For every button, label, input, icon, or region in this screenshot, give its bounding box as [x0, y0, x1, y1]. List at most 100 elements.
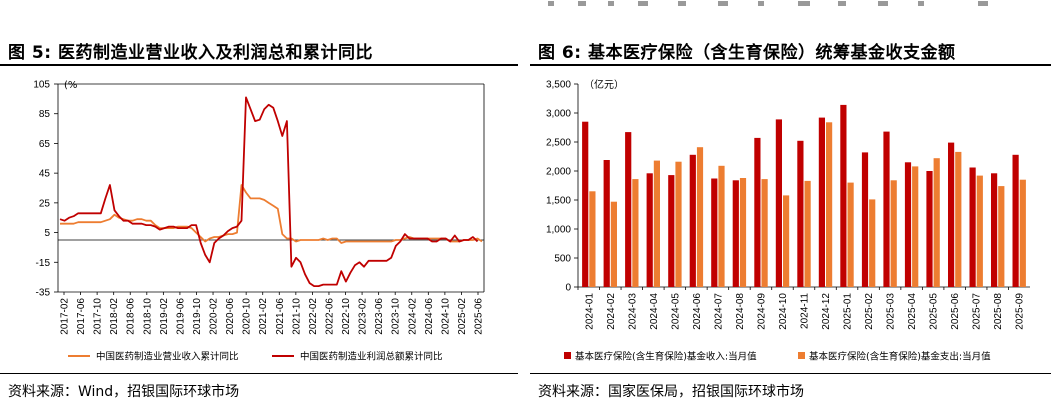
cropped-text-residue: [538, 0, 1018, 6]
expenditure-bar: [976, 175, 983, 287]
income-bar: [754, 137, 761, 287]
left-y-tick-label: 85: [39, 109, 51, 120]
expenditure-bar: [610, 201, 617, 287]
expenditure-bar: [739, 178, 747, 287]
left-x-tick-label: 2022-02: [308, 298, 319, 335]
left-x-tick-label: 2020-10: [242, 298, 253, 335]
income-bar: [689, 154, 696, 287]
left-x-tick-label: 2020-02: [209, 298, 220, 335]
right-x-tick-label: 2024-09: [756, 293, 767, 330]
right-x-tick-label: 2025-05: [929, 293, 940, 330]
left-unit-label: (%: [64, 80, 77, 91]
right-x-tick-label: 2024-07: [713, 293, 724, 330]
left-legend-label: 中国医药制造业营业收入累计同比: [96, 351, 239, 363]
right-source-note: 资料来源：国家医保局，招银国际环球市场: [538, 384, 804, 400]
left-title-rule: [0, 64, 518, 66]
right-y-tick-label: 1,500: [546, 196, 571, 207]
left-x-tick-label: 2025-02: [457, 298, 468, 335]
income-bar: [991, 173, 998, 287]
left-figure-title: 图 5: 医药制造业营业收入及利润总和累计同比: [8, 43, 373, 63]
expenditure-bar: [912, 166, 919, 287]
income-bar: [775, 119, 782, 288]
right-x-tick-label: 2024-11: [800, 293, 811, 329]
right-legend-label: 基本医疗保险(含生育保险)基金收入:当月值: [575, 351, 757, 363]
right-x-tick-label: 2024-02: [606, 293, 617, 330]
left-x-tick-label: 2024-02: [407, 298, 418, 335]
right-x-tick-label: 2025-08: [993, 293, 1004, 330]
left-y-tick-label: 65: [39, 139, 51, 150]
right-unit-label: （亿元）: [584, 78, 624, 91]
right-y-tick-label: 2,000: [546, 167, 571, 178]
right-x-tick-label: 2025-01: [843, 293, 854, 330]
income-bar: [646, 173, 653, 287]
right-y-tick-label: 0: [565, 283, 571, 294]
right-x-tick-label: 2024-12: [821, 293, 832, 330]
expenditure-bar: [998, 186, 1005, 287]
right-legend-label: 基本医疗保险(含生育保险)基金支出:当月值: [809, 351, 991, 363]
left-x-tick-label: 2017-02: [60, 298, 71, 335]
expenditure-bar: [1019, 179, 1026, 287]
left-x-tick-label: 2025-06: [474, 298, 485, 335]
right-x-tick-label: 2024-01: [584, 293, 595, 330]
income-bar: [904, 162, 912, 287]
left-y-tick-label: -35: [36, 288, 51, 299]
income-bar: [883, 131, 890, 287]
income-bar: [797, 140, 804, 287]
income-bar: [840, 104, 847, 288]
right-y-tick-label: 3,000: [546, 109, 571, 120]
right-figure-title: 图 6: 基本医疗保险（含生育保险）统筹基金收支金额: [538, 43, 956, 63]
profit-growth-line: [59, 96, 479, 288]
right-x-tick-label: 2024-05: [670, 293, 681, 330]
left-source-note: 资料来源：Wind，招银国际环球市场: [8, 384, 240, 400]
income-bar: [1012, 154, 1019, 287]
income-bar: [861, 152, 869, 287]
right-y-tick-label: 3,500: [546, 80, 571, 91]
left-x-tick-label: 2018-10: [142, 298, 153, 335]
left-x-tick-label: 2019-02: [159, 298, 170, 335]
expenditure-bar: [632, 179, 639, 287]
expenditure-bar: [933, 158, 940, 287]
expenditure-bar: [653, 160, 660, 287]
right-bar-chart: 0 500 1,000 1,500 2,000 2,500 3,000 3,500 （亿元） 20…: [546, 78, 1030, 363]
left-x-tick-label: 2020-06: [225, 298, 236, 335]
income-bar: [603, 160, 610, 287]
left-x-tick-label: 2023-06: [374, 298, 385, 335]
expenditure-bar: [955, 151, 962, 287]
income-bar: [668, 175, 675, 287]
expenditure-bar: [675, 161, 682, 287]
right-legend-swatch: [564, 352, 571, 359]
left-x-tick-label: 2017-10: [93, 298, 104, 335]
left-x-tick-label: 2022-06: [324, 298, 335, 335]
right-x-tick-label: 2024-06: [692, 293, 703, 330]
left-x-tick-label: 2021-10: [291, 298, 302, 335]
right-x-tick-label: 2025-09: [1015, 293, 1026, 330]
right-x-tick-label: 2025-02: [864, 293, 875, 330]
left-x-tick-label: 2019-06: [175, 298, 186, 335]
left-x-tick-label: 2018-02: [109, 298, 120, 335]
income-bar: [818, 117, 825, 287]
income-bar: [582, 121, 589, 287]
left-legend-label: 中国医药制造业利润总额累计同比: [300, 351, 443, 363]
income-bar: [948, 142, 955, 287]
expenditure-bar: [761, 179, 768, 287]
left-chart-panel: 图 5: 医药制造业营业收入及利润总和累计同比 105 85 65 45 25 5 -15 -…: [0, 0, 522, 408]
right-x-tick-label: 2024-08: [735, 293, 746, 330]
right-x-tick-label: 2025-04: [907, 293, 918, 330]
left-x-tick-label: 2021-02: [258, 298, 269, 335]
right-y-tick-label: 500: [554, 254, 571, 265]
right-chart-panel: 图 6: 基本医疗保险（含生育保险）统筹基金收支金额 0 500 1,000 1,50…: [530, 0, 1055, 408]
expenditure-bar: [826, 122, 833, 287]
left-x-tick-label: 2023-02: [358, 298, 369, 335]
left-y-tick-label: 45: [39, 169, 51, 180]
left-x-tick-label: 2017-06: [76, 298, 87, 335]
right-y-tick-label: 2,500: [546, 138, 571, 149]
income-bar: [711, 178, 718, 287]
expenditure-bar: [847, 182, 854, 287]
expenditure-bar: [869, 199, 876, 287]
right-x-tick-label: 2025-07: [972, 293, 983, 330]
left-x-tick-label: 2019-10: [192, 298, 203, 335]
left-y-tick-label: 25: [39, 198, 51, 209]
left-x-tick-label: 2024-06: [424, 298, 435, 335]
left-x-tick-label: 2023-10: [391, 298, 402, 335]
revenue-growth-line: [60, 184, 483, 244]
